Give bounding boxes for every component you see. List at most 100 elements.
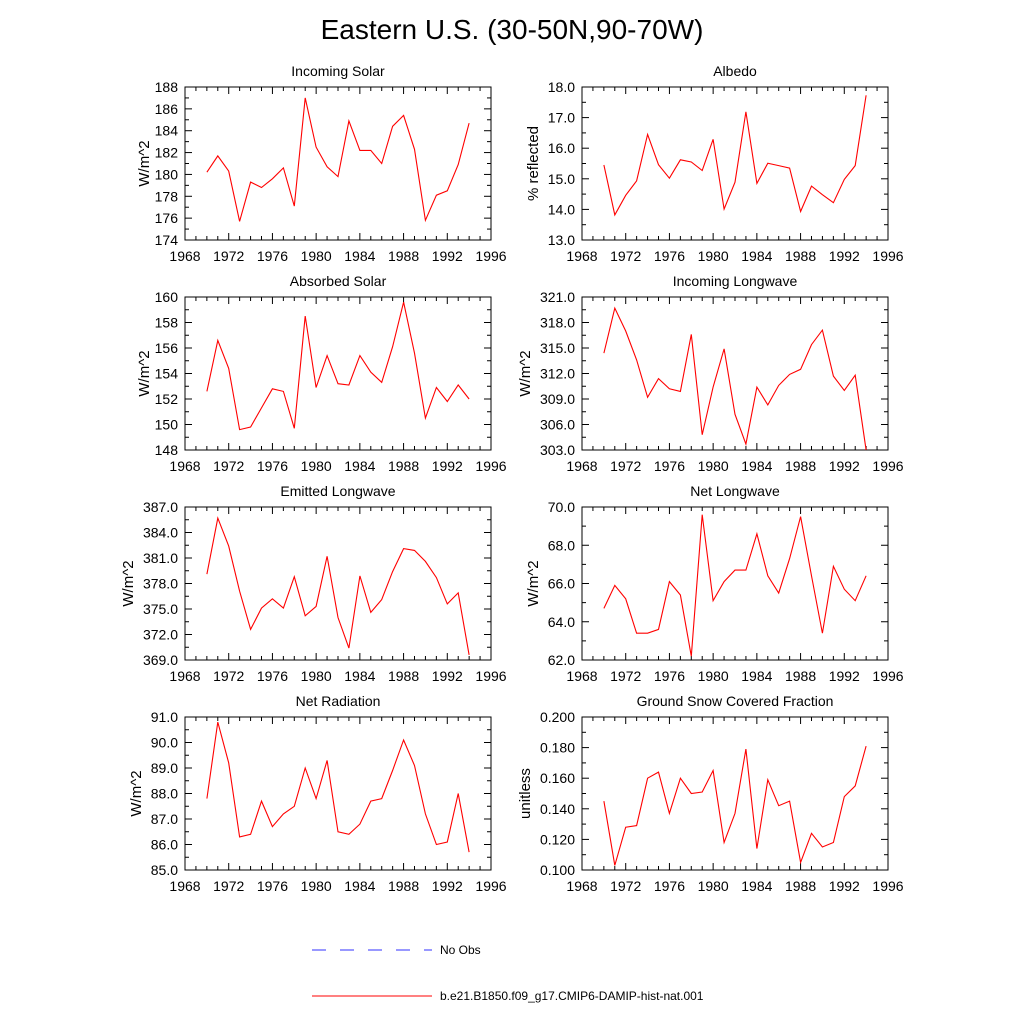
y-tick-label: 186 bbox=[155, 101, 179, 117]
y-tick-label: 0.200 bbox=[540, 709, 575, 725]
y-tick-label: 178 bbox=[155, 188, 179, 204]
y-axis-label: W/m^2 bbox=[136, 350, 153, 396]
y-tick-label: 0.100 bbox=[540, 862, 575, 878]
y-tick-label: 174 bbox=[155, 232, 179, 248]
y-tick-label: 70.0 bbox=[548, 499, 575, 515]
x-tick-label: 1996 bbox=[475, 248, 506, 264]
x-tick-label: 1980 bbox=[698, 248, 729, 264]
x-tick-label: 1968 bbox=[566, 458, 597, 474]
x-tick-label: 1996 bbox=[475, 878, 506, 894]
x-tick-label: 1976 bbox=[257, 248, 288, 264]
y-tick-label: 91.0 bbox=[151, 709, 178, 725]
chart-panel-1: 1968 1972 1976 1980 1984 1988 1992 1996 174 176 17… bbox=[136, 63, 507, 264]
y-tick-label: 156 bbox=[155, 340, 179, 356]
y-tick-label: 17.0 bbox=[548, 110, 575, 126]
y-tick-label: 381.0 bbox=[143, 550, 178, 566]
x-tick-label: 1988 bbox=[388, 458, 419, 474]
x-tick-label: 1996 bbox=[872, 878, 903, 894]
series-line bbox=[603, 745, 867, 866]
x-tick-label: 1980 bbox=[301, 668, 332, 684]
x-tick-label: 1984 bbox=[344, 248, 375, 264]
y-tick-label: 14.0 bbox=[548, 201, 575, 217]
y-axis-label: W/m^2 bbox=[136, 140, 153, 186]
y-tick-label: 0.160 bbox=[540, 770, 575, 786]
x-tick-label: 1996 bbox=[872, 458, 903, 474]
x-tick-label: 1972 bbox=[610, 458, 641, 474]
x-tick-label: 1968 bbox=[566, 878, 597, 894]
x-tick-label: 1992 bbox=[432, 668, 463, 684]
y-tick-label: 369.0 bbox=[143, 652, 178, 668]
y-axis-label: unitless bbox=[517, 768, 534, 819]
x-tick-label: 1972 bbox=[213, 248, 244, 264]
x-tick-label: 1968 bbox=[169, 878, 200, 894]
y-axis-label: % reflected bbox=[525, 126, 542, 201]
y-tick-label: 148 bbox=[155, 442, 179, 458]
x-tick-label: 1972 bbox=[213, 878, 244, 894]
y-tick-label: 150 bbox=[155, 417, 179, 433]
x-tick-label: 1980 bbox=[698, 668, 729, 684]
x-tick-label: 1992 bbox=[432, 458, 463, 474]
x-tick-label: 1992 bbox=[829, 878, 860, 894]
y-tick-label: 318.0 bbox=[540, 315, 575, 331]
y-tick-label: 154 bbox=[155, 366, 179, 382]
y-tick-label: 375.0 bbox=[143, 601, 178, 617]
x-tick-label: 1968 bbox=[566, 248, 597, 264]
chart-panel-7: 1968 1972 1976 1980 1984 1988 1992 1996 85.0 86.0… bbox=[128, 693, 507, 894]
y-tick-label: 160 bbox=[155, 289, 179, 305]
x-tick-label: 1992 bbox=[829, 668, 860, 684]
x-tick-label: 1996 bbox=[475, 458, 506, 474]
x-tick-label: 1984 bbox=[344, 878, 375, 894]
y-tick-label: 90.0 bbox=[151, 735, 178, 751]
x-tick-label: 1972 bbox=[610, 248, 641, 264]
legend-obs-label: No Obs bbox=[440, 943, 481, 957]
x-tick-label: 1976 bbox=[654, 878, 685, 894]
x-tick-label: 1968 bbox=[169, 248, 200, 264]
y-tick-label: 152 bbox=[155, 391, 179, 407]
x-tick-label: 1972 bbox=[213, 458, 244, 474]
y-tick-label: 86.0 bbox=[151, 837, 178, 853]
x-tick-label: 1992 bbox=[432, 878, 463, 894]
x-tick-label: 1984 bbox=[344, 668, 375, 684]
x-tick-label: 1988 bbox=[388, 878, 419, 894]
x-tick-label: 1980 bbox=[698, 458, 729, 474]
x-tick-label: 1968 bbox=[169, 668, 200, 684]
chart-panel-6: 1968 1972 1976 1980 1984 1988 1992 1996 62.0 64.0… bbox=[525, 483, 904, 684]
y-tick-label: 68.0 bbox=[548, 537, 575, 553]
y-tick-label: 309.0 bbox=[540, 391, 575, 407]
series-line bbox=[603, 95, 867, 217]
y-tick-label: 15.0 bbox=[548, 171, 575, 187]
x-tick-label: 1988 bbox=[785, 458, 816, 474]
y-tick-label: 88.0 bbox=[151, 786, 178, 802]
y-tick-label: 303.0 bbox=[540, 442, 575, 458]
x-tick-label: 1992 bbox=[829, 458, 860, 474]
y-tick-label: 184 bbox=[155, 123, 179, 139]
y-tick-label: 13.0 bbox=[548, 232, 575, 248]
x-tick-label: 1984 bbox=[741, 668, 772, 684]
y-tick-label: 18.0 bbox=[548, 79, 575, 95]
x-tick-label: 1988 bbox=[785, 668, 816, 684]
y-axis-label: W/m^2 bbox=[128, 770, 145, 816]
y-tick-label: 306.0 bbox=[540, 417, 575, 433]
x-tick-label: 1976 bbox=[257, 458, 288, 474]
x-tick-label: 1968 bbox=[566, 668, 597, 684]
x-tick-label: 1988 bbox=[388, 668, 419, 684]
panel-title: Absorbed Solar bbox=[290, 273, 387, 289]
y-tick-label: 321.0 bbox=[540, 289, 575, 305]
y-axis-label: W/m^2 bbox=[120, 560, 137, 606]
x-tick-label: 1976 bbox=[654, 668, 685, 684]
legend-model-label: b.e21.B1850.f09_g17.CMIP6-DAMIP-hist-nat… bbox=[440, 989, 704, 1003]
y-axis-label: W/m^2 bbox=[517, 350, 534, 396]
y-tick-label: 378.0 bbox=[143, 576, 178, 592]
y-tick-label: 0.120 bbox=[540, 831, 575, 847]
y-tick-label: 180 bbox=[155, 166, 179, 182]
y-tick-label: 87.0 bbox=[151, 811, 178, 827]
panel-title: Incoming Longwave bbox=[673, 273, 798, 289]
page-title: Eastern U.S. (30-50N,90-70W) bbox=[320, 14, 704, 45]
series-line bbox=[206, 97, 470, 223]
x-tick-label: 1984 bbox=[741, 878, 772, 894]
x-tick-label: 1996 bbox=[475, 668, 506, 684]
y-tick-label: 387.0 bbox=[143, 499, 178, 515]
y-tick-label: 182 bbox=[155, 145, 179, 161]
x-tick-label: 1984 bbox=[741, 248, 772, 264]
